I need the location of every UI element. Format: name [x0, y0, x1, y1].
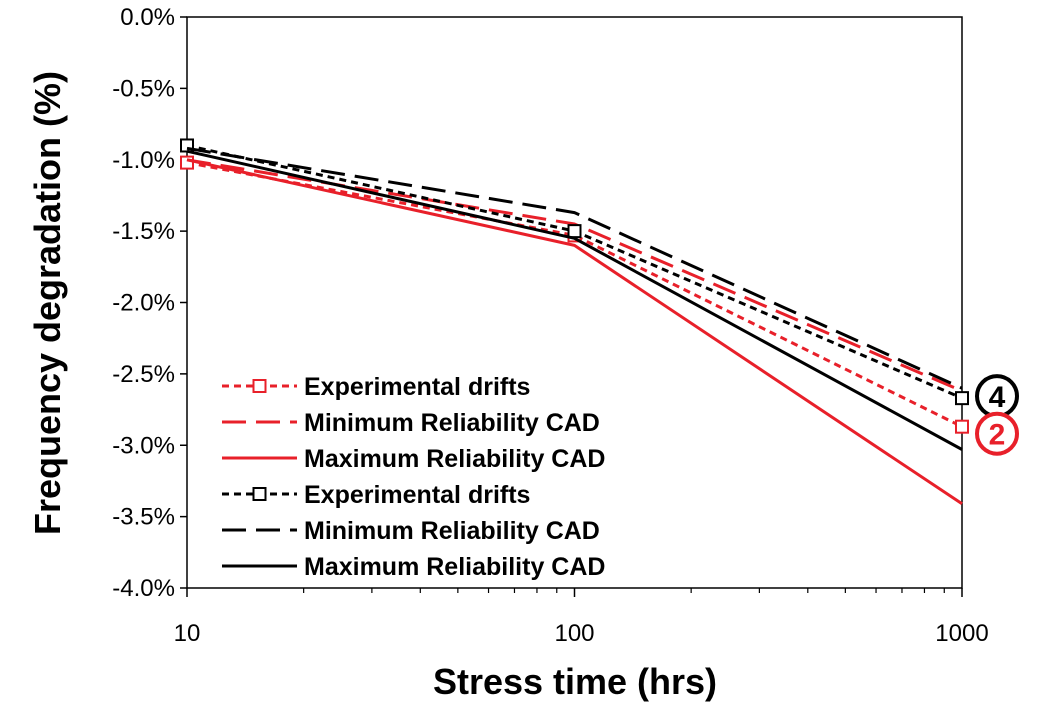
legend-label: Maximum Reliability CAD [304, 445, 605, 473]
annotation-badge-label: 4 [989, 381, 1006, 414]
y-axis-ticks: 0.0% -0.5% -1.0% -1.5% -2.0% -2.5% -3.0% -3.5% -… [112, 4, 187, 602]
legend-label: Maximum Reliability CAD [304, 553, 605, 581]
annotation-badge-circle [975, 411, 1019, 456]
series-line-2 [186, 158, 963, 506]
y-tick-label: -2.5% [112, 361, 175, 388]
y-tick-label: -4.0% [112, 575, 175, 602]
series-3-marker [955, 391, 969, 406]
legend-label: Experimental drifts [304, 481, 530, 509]
annotation-badge-label: 2 [989, 419, 1006, 452]
series-layer [180, 138, 969, 506]
series-line-4 [186, 146, 963, 390]
annotations: 42 [975, 374, 1019, 456]
y-tick-label: -3.5% [112, 504, 175, 531]
y-tick-label: -1.5% [112, 218, 175, 245]
series-line-3 [186, 144, 963, 400]
y-tick-label: -1.0% [112, 147, 175, 174]
series-0-marker [180, 155, 194, 170]
legend-label: Experimental drifts [304, 373, 530, 401]
y-tick-label: -2.0% [112, 290, 175, 317]
legend-swatch-marker [252, 487, 267, 501]
series-line-1 [186, 158, 963, 393]
y-tick-label: -3.0% [112, 432, 175, 459]
x-axis-ticks: 10 100 1000 [174, 588, 989, 647]
x-tick-label: 1000 [935, 620, 988, 647]
legend: Experimental drifts Minimum Reliability C… [222, 373, 605, 581]
y-tick-label: -0.5% [112, 75, 175, 102]
x-tick-label: 100 [554, 620, 594, 647]
series-0-marker [955, 419, 969, 434]
series-3-marker [567, 224, 582, 239]
series-line-5 [186, 149, 963, 451]
legend-label: Minimum Reliability CAD [304, 517, 600, 545]
y-tick-label: 0.0% [120, 4, 175, 31]
legend-label: Minimum Reliability CAD [304, 409, 600, 437]
y-axis-title: Frequency degradation (%) [27, 71, 68, 535]
x-axis-title: Stress time (hrs) [433, 661, 717, 702]
legend-swatch-marker [252, 379, 267, 393]
x-tick-label: 10 [174, 620, 201, 647]
